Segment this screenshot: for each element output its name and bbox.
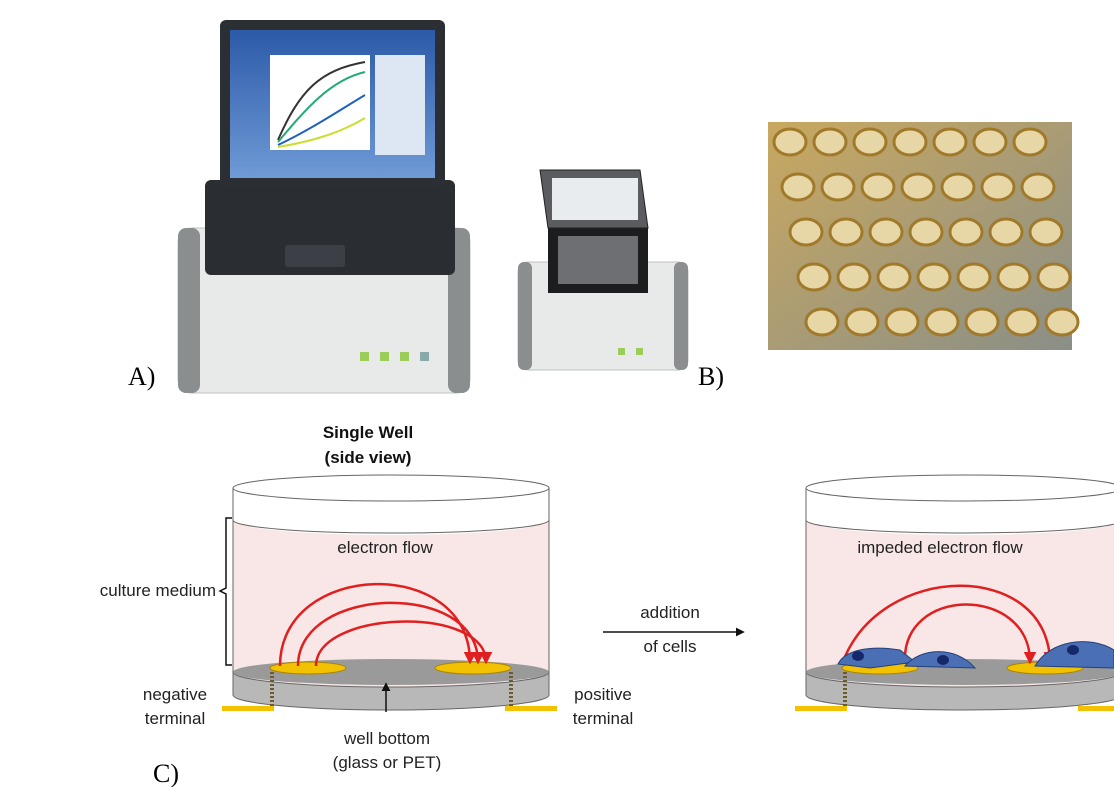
photo-well-plate [768,122,1078,350]
diagram-title: (side view) [325,448,412,467]
well [982,174,1014,200]
label: impeded electron flow [857,538,1023,557]
well [814,129,846,155]
label: culture medium [100,581,216,600]
well [990,219,1022,245]
label: electron flow [337,538,433,557]
label: of cells [644,637,697,656]
well [1006,309,1038,335]
panel-label: A) [128,362,155,391]
well-diagram-cells [795,475,1114,711]
well [838,264,870,290]
well [1038,264,1070,290]
diagram-title: Single Well [323,423,413,442]
panel-label: B) [698,362,724,391]
well [798,264,830,290]
well [974,129,1006,155]
label: terminal [573,709,633,728]
well [910,219,942,245]
well [998,264,1030,290]
well-diagram [220,475,743,712]
well [918,264,950,290]
well [806,309,838,335]
well [926,309,958,335]
well [878,264,910,290]
well [958,264,990,290]
label: addition [640,603,700,622]
photo-instrument [178,20,470,393]
label: positive [574,685,632,704]
well [846,309,878,335]
well [782,174,814,200]
photo-small-instrument [518,170,688,370]
well [942,174,974,200]
label: terminal [145,709,205,728]
well [934,129,966,155]
figure: A) B) Single Well (side view) culture me… [0,0,1114,787]
well [774,129,806,155]
well [1046,309,1078,335]
well [830,219,862,245]
well [1022,174,1054,200]
well [1030,219,1062,245]
well [950,219,982,245]
well [894,129,926,155]
well [886,309,918,335]
well [902,174,934,200]
label: negative [143,685,207,704]
well [862,174,894,200]
well [1014,129,1046,155]
well [966,309,998,335]
well [790,219,822,245]
well [870,219,902,245]
well [822,174,854,200]
label: (glass or PET) [333,753,442,772]
panel-label: C) [153,759,179,787]
label: well bottom [343,729,430,748]
well [854,129,886,155]
